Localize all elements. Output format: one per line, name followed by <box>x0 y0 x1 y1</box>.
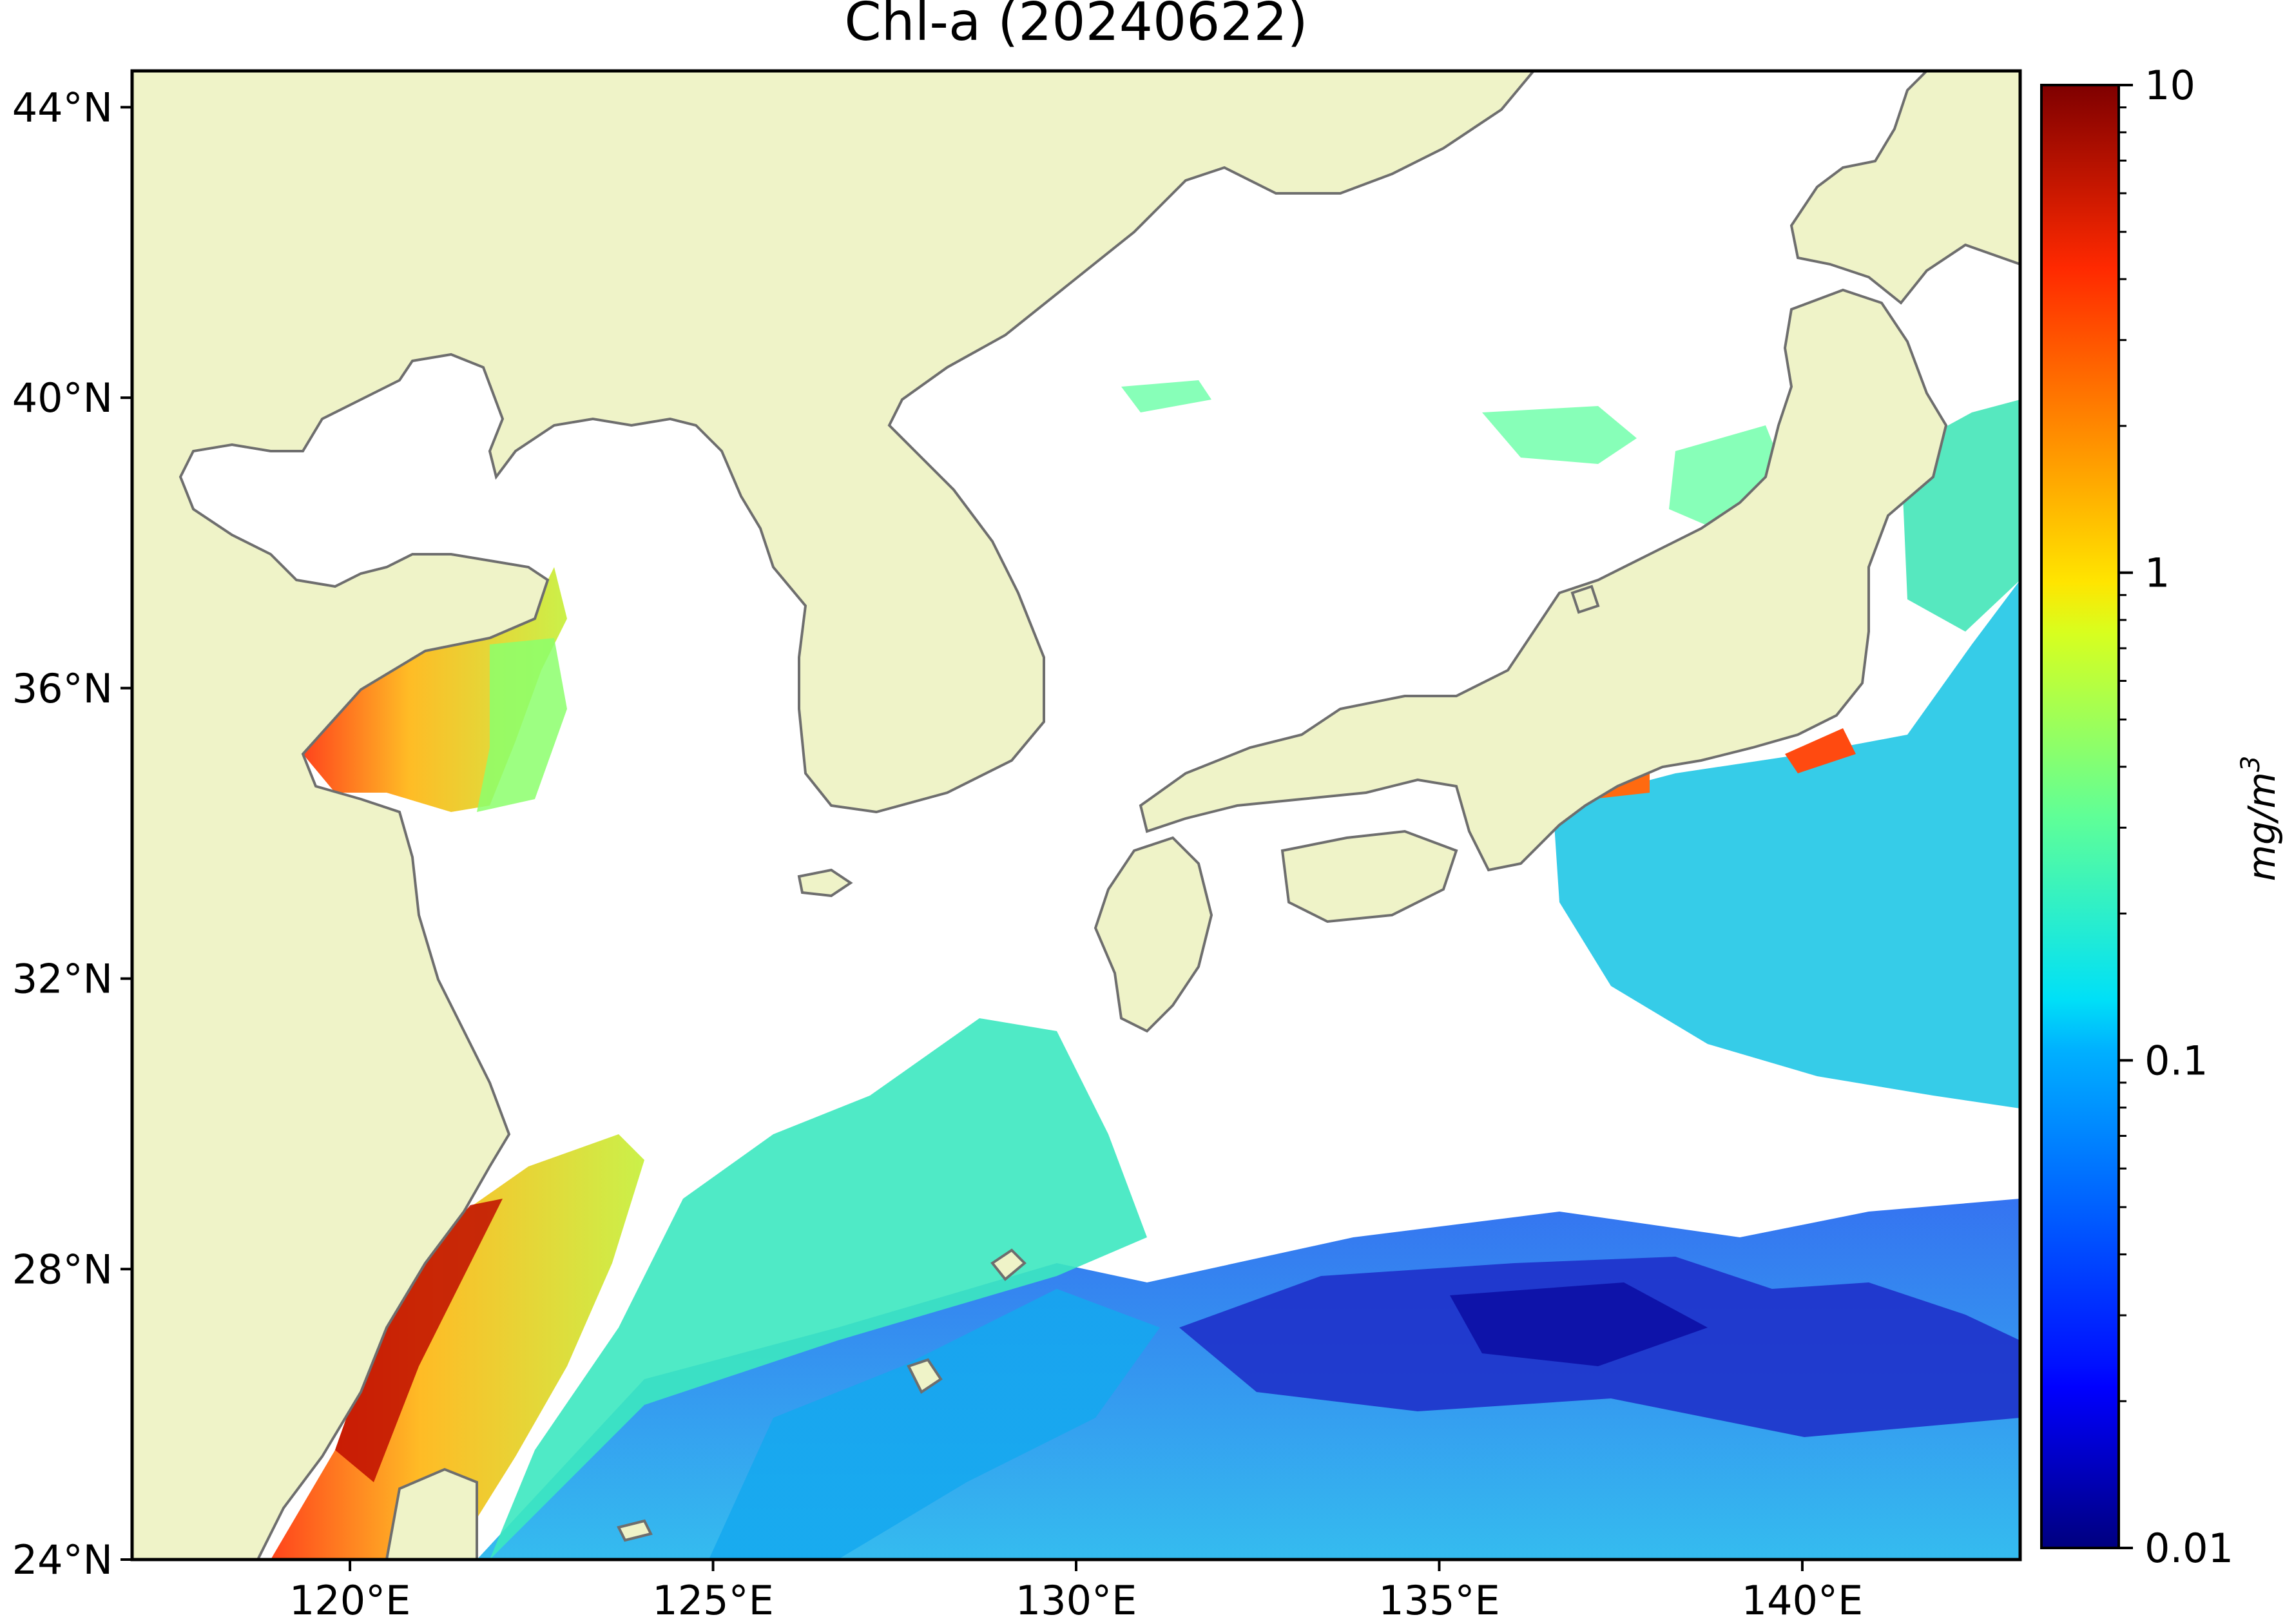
chl-japan-sea-patch-1 <box>1482 406 1637 464</box>
x-tick-label: 135°E <box>1378 1577 1500 1624</box>
continent-land <box>132 71 1536 1560</box>
amami-land <box>990 1248 1027 1281</box>
colorbar-tick-label: 1 <box>2145 550 2170 597</box>
x-axis: 120°E 125°E 130°E 135°E 140°E <box>289 1560 1863 1624</box>
y-tick-label: 28°N <box>12 1246 113 1293</box>
y-tick-label: 40°N <box>12 374 113 421</box>
colorbar-tick-label: 0.01 <box>2145 1525 2233 1572</box>
y-axis: 24°N 28°N 32°N 36°N 40°N 44°N <box>12 84 132 1583</box>
y-tick-label: 32°N <box>12 956 113 1003</box>
y-tick-label: 36°N <box>12 665 113 712</box>
map-area <box>132 71 2020 1560</box>
honshu-land <box>1139 288 1948 872</box>
x-tick-label: 125°E <box>652 1577 774 1624</box>
kyushu-land <box>1094 836 1213 1033</box>
land <box>132 71 2020 1560</box>
chl-ecs-cyan <box>709 1289 1160 1560</box>
colorbar-unit-label: mg/m3 <box>2236 756 2284 882</box>
x-tick-label: 130°E <box>1016 1577 1137 1624</box>
yaeyama-land <box>617 1519 653 1542</box>
x-tick-label: 120°E <box>289 1577 411 1624</box>
chl-pacific-japan <box>1553 580 2020 1108</box>
y-tick-label: 24°N <box>12 1536 113 1583</box>
x-tick-label: 140°E <box>1742 1577 1864 1624</box>
colorbar-tick-label: 0.1 <box>2145 1037 2208 1084</box>
shikoku-land <box>1280 829 1458 923</box>
chl-yellow-sea-green <box>477 638 567 812</box>
colorbar-tick-label: 10 <box>2145 62 2195 109</box>
taiwan-land <box>385 1467 478 1560</box>
map-title: Chl-a (20240622) <box>844 0 1307 53</box>
colorbar: 0.01 0.1 1 10 mg/m3 <box>2040 62 2284 1572</box>
okinawa-land <box>907 1358 943 1394</box>
chl-china-coast-red <box>335 1199 503 1482</box>
chl-very-low <box>1450 1282 1708 1366</box>
colorbar-ticks: 0.01 0.1 1 10 <box>2119 62 2233 1572</box>
y-tick-label: 44°N <box>12 84 113 131</box>
sado-land <box>1570 585 1600 614</box>
jeju-land <box>797 868 853 898</box>
chl-ecs-band <box>490 1018 1147 1560</box>
chlorophyll-field <box>271 380 2020 1560</box>
chl-japan-coast-high <box>1785 728 1856 773</box>
hokkaido-land <box>1789 71 2020 305</box>
colorbar-gradient <box>2040 84 2120 1549</box>
chl-japan-sea-patch-3 <box>1121 380 1211 412</box>
